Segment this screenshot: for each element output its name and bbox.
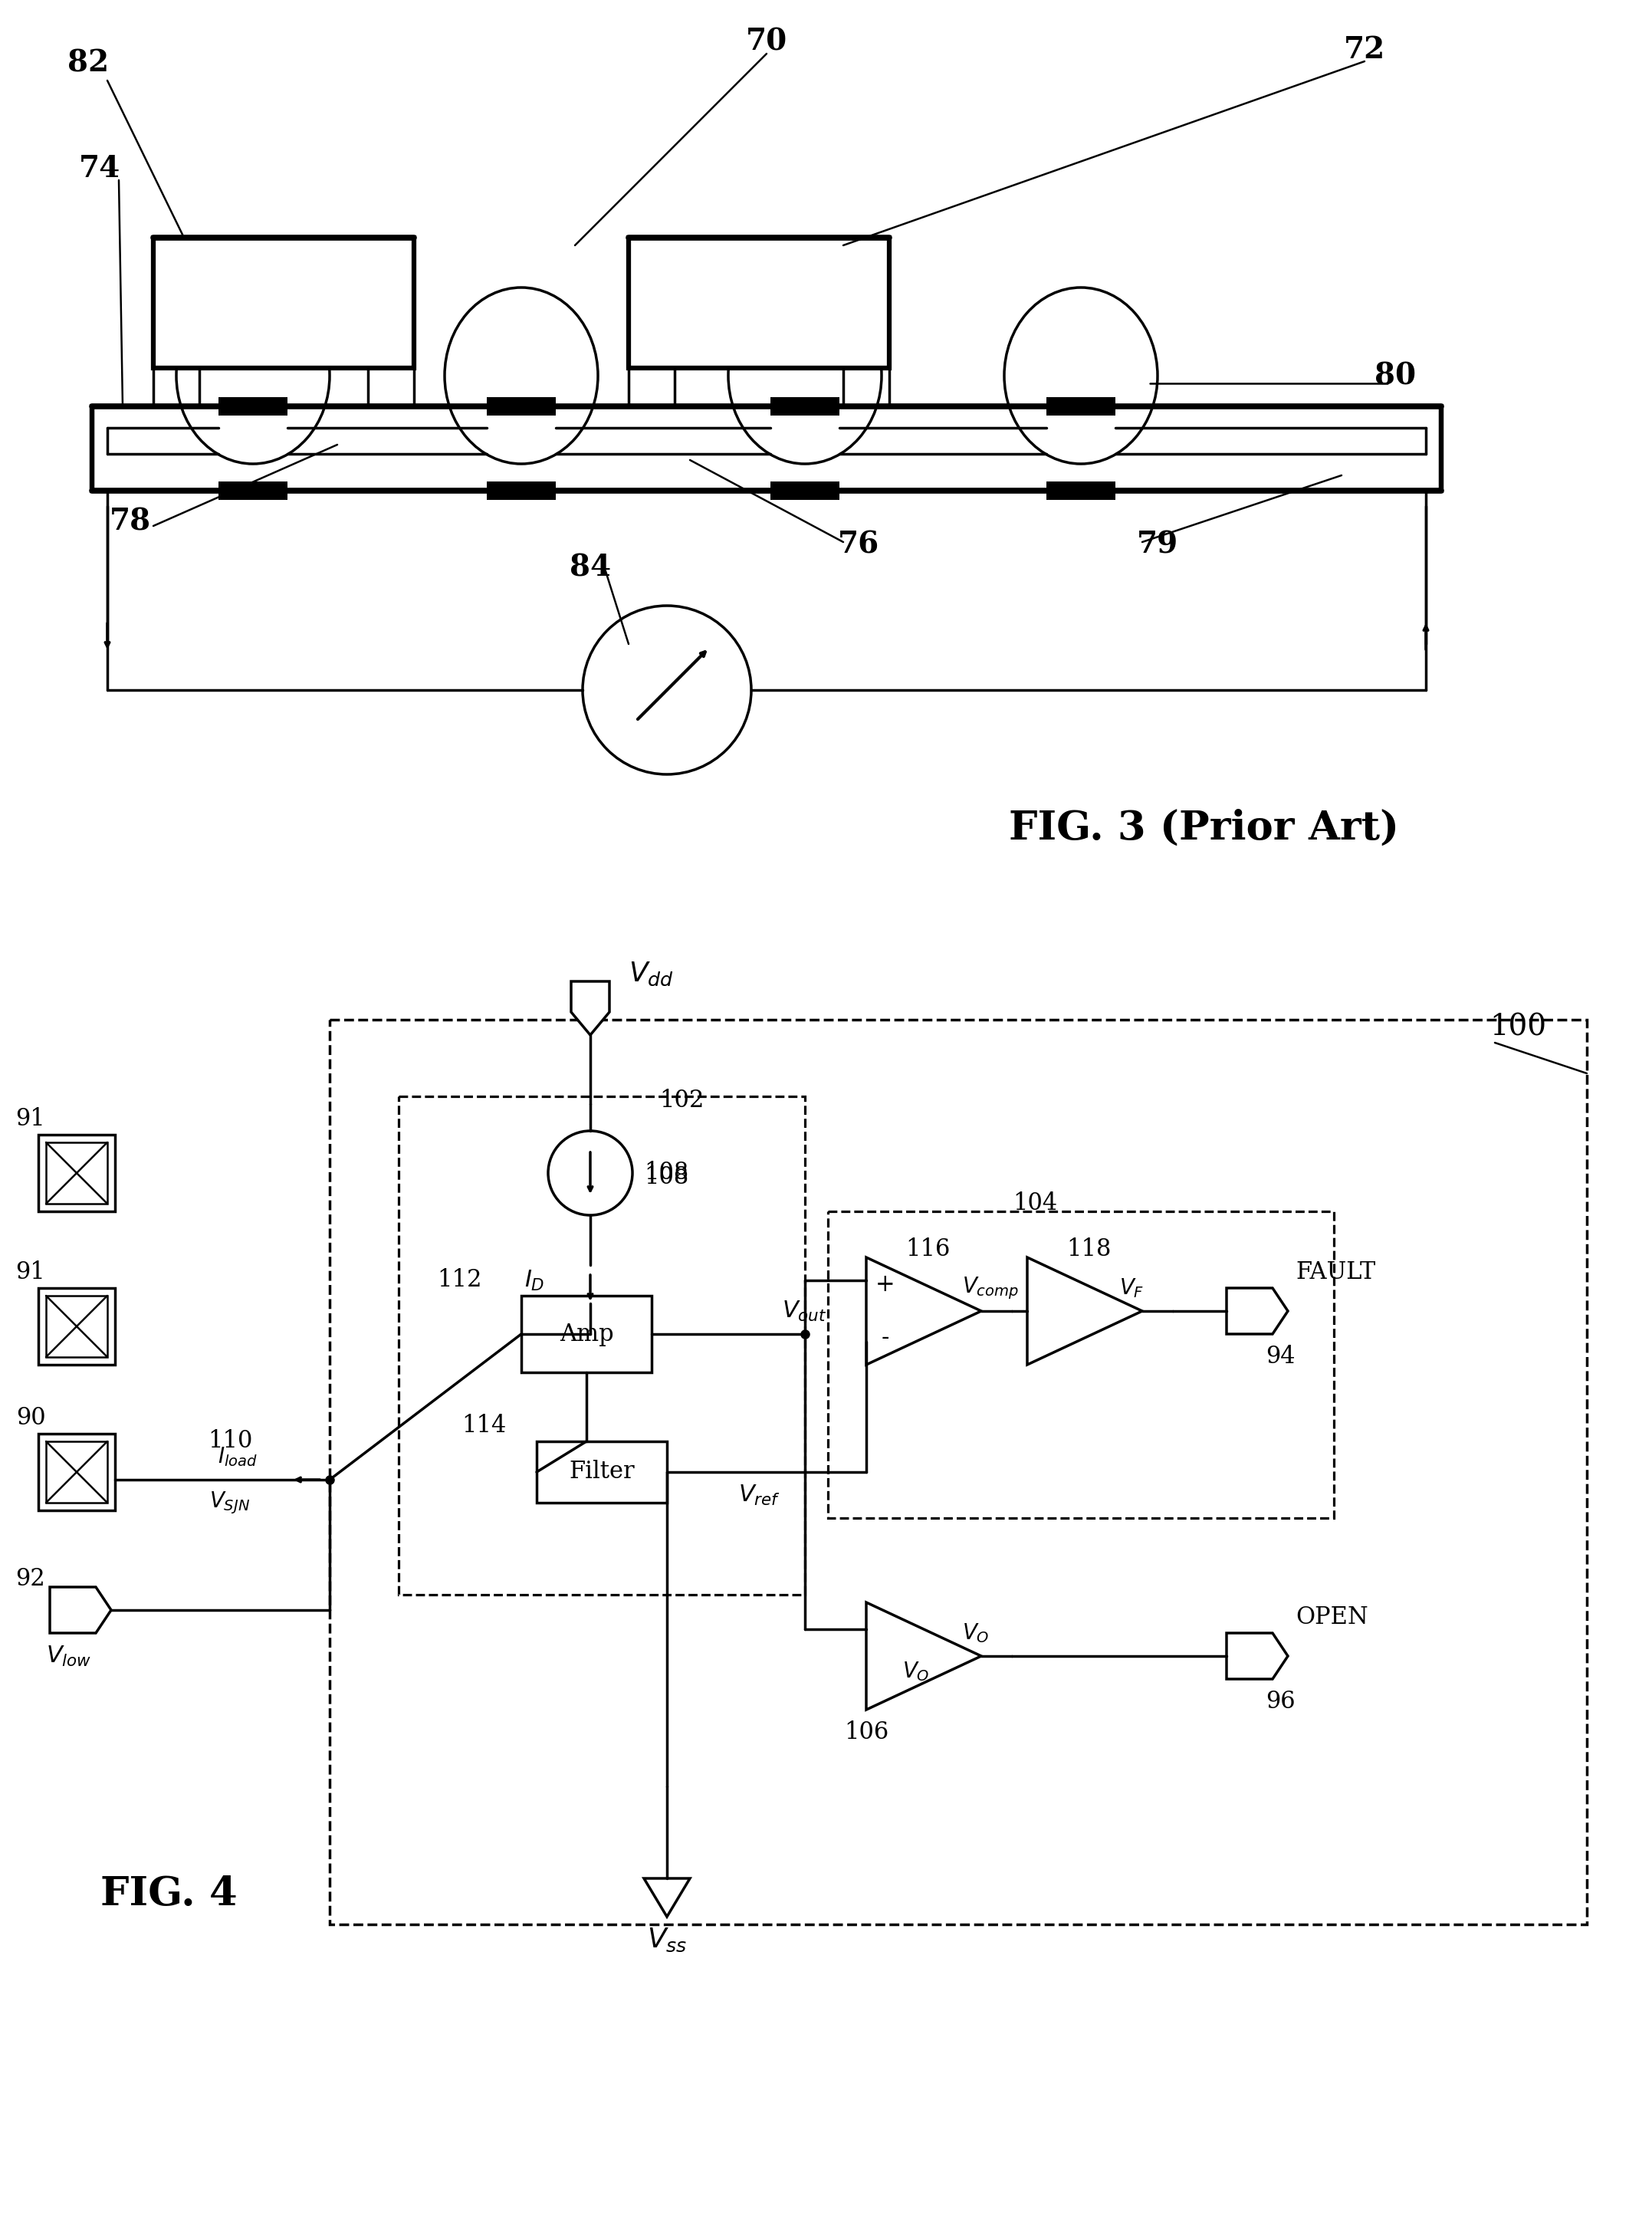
Bar [93, 405, 1441, 490]
Polygon shape [1226, 1633, 1289, 1680]
Text: 84: 84 [570, 553, 611, 582]
Ellipse shape [444, 287, 598, 463]
Text: 114: 114 [461, 1415, 506, 1437]
Text: 104: 104 [1013, 1192, 1057, 1216]
Text: 92: 92 [17, 1569, 46, 1591]
Text: 76: 76 [838, 530, 879, 559]
FancyBboxPatch shape [330, 1020, 1588, 1925]
Text: $V_{ref}$: $V_{ref}$ [738, 1484, 780, 1506]
Text: 96: 96 [1265, 1691, 1295, 1713]
Text: FIG. 4: FIG. 4 [101, 1874, 238, 1914]
Text: $I_D$: $I_D$ [524, 1268, 544, 1292]
Bar [46, 1297, 107, 1357]
Text: Amp: Amp [560, 1321, 613, 1346]
Text: $V_{low}$: $V_{low}$ [46, 1644, 93, 1669]
Bar [629, 238, 889, 368]
Text: $V_{comp}$: $V_{comp}$ [961, 1274, 1019, 1301]
Polygon shape [1028, 1257, 1142, 1366]
Bar [218, 481, 287, 499]
Polygon shape [50, 1586, 111, 1633]
Text: 79: 79 [1137, 530, 1178, 559]
Text: 70: 70 [745, 27, 788, 56]
Text: FAULT: FAULT [1295, 1261, 1376, 1286]
Text: $V_{SJN}$: $V_{SJN}$ [210, 1491, 251, 1515]
Polygon shape [866, 1257, 981, 1366]
Bar [487, 481, 555, 499]
Text: 72: 72 [1343, 36, 1386, 65]
Bar [770, 481, 839, 499]
Circle shape [583, 606, 752, 775]
Bar [154, 238, 415, 368]
Text: $V_{dd}$: $V_{dd}$ [629, 960, 674, 987]
Text: $V_F$: $V_F$ [1118, 1277, 1145, 1299]
Text: 80: 80 [1374, 361, 1416, 390]
Text: -: - [882, 1326, 889, 1350]
Bar [537, 1442, 667, 1502]
Polygon shape [644, 1878, 691, 1916]
Bar [38, 1433, 116, 1511]
Bar [1046, 481, 1115, 499]
Text: 94: 94 [1265, 1346, 1295, 1368]
Text: 116: 116 [905, 1239, 950, 1261]
Text: $V_{ss}$: $V_{ss}$ [648, 1927, 687, 1954]
Bar [522, 1297, 651, 1372]
Bar [218, 397, 287, 417]
Text: $I_{load}$: $I_{load}$ [218, 1446, 258, 1468]
Text: 106: 106 [844, 1720, 889, 1745]
Ellipse shape [729, 287, 882, 463]
Text: Filter: Filter [568, 1459, 634, 1484]
Ellipse shape [177, 287, 330, 463]
Text: 78: 78 [109, 506, 150, 537]
Text: OPEN: OPEN [1295, 1606, 1368, 1629]
Bar [1046, 397, 1115, 417]
FancyBboxPatch shape [398, 1096, 805, 1595]
Bar [46, 1143, 107, 1203]
Text: $V_{out}$: $V_{out}$ [781, 1299, 826, 1323]
Text: 108: 108 [644, 1161, 689, 1185]
Text: 102: 102 [659, 1087, 704, 1112]
Text: 74: 74 [79, 154, 121, 183]
Text: 100: 100 [1490, 1014, 1546, 1040]
Text: 118: 118 [1066, 1239, 1110, 1261]
Text: FIG. 3 (Prior Art): FIG. 3 (Prior Art) [1008, 809, 1399, 847]
Polygon shape [572, 980, 610, 1036]
Circle shape [548, 1132, 633, 1214]
Bar [38, 1288, 116, 1366]
Text: 91: 91 [17, 1261, 46, 1286]
Bar [46, 1442, 107, 1502]
Text: +: + [876, 1272, 895, 1297]
Text: 110: 110 [208, 1430, 253, 1453]
Text: 108: 108 [644, 1165, 689, 1190]
Text: $V_O$: $V_O$ [961, 1622, 990, 1644]
FancyBboxPatch shape [828, 1212, 1333, 1517]
Text: 82: 82 [68, 49, 109, 78]
Text: 112: 112 [438, 1268, 482, 1292]
Text: $V_O$: $V_O$ [902, 1660, 930, 1682]
Bar [38, 1134, 116, 1212]
Ellipse shape [1004, 287, 1158, 463]
Bar [487, 397, 555, 417]
Polygon shape [866, 1602, 981, 1709]
Polygon shape [1226, 1288, 1289, 1335]
Bar [770, 397, 839, 417]
Text: 90: 90 [17, 1406, 46, 1430]
Text: 91: 91 [17, 1107, 46, 1132]
